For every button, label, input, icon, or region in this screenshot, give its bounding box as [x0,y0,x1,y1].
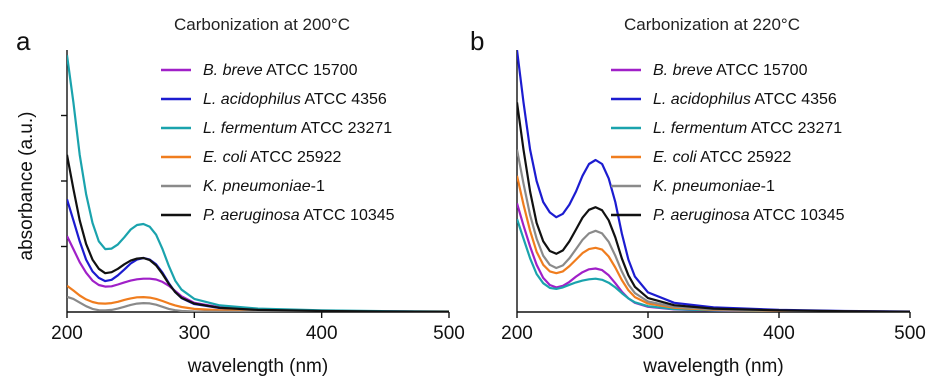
x-tick-label: 400 [763,323,795,344]
legend-entry: P. aeruginosa ATCC 10345 [203,207,395,224]
series-line [67,284,449,312]
x-tick-label: 500 [433,323,465,344]
x-tick-label: 200 [51,323,83,344]
series-group [517,50,911,312]
panel-title: Carbonization at 200°C [174,15,350,34]
x-tick-label: 500 [894,323,926,344]
series-line [67,55,450,312]
x-tick-label: 300 [632,323,664,344]
x-axis-label: wavelength (nm) [187,356,328,377]
series-line [67,295,449,312]
legend-entry: L. acidophilus ATCC 4356 [653,91,837,108]
series-line [517,102,911,312]
panel-title: Carbonization at 220°C [624,15,800,34]
legend-entry: K. pneumoniae-1 [203,178,325,195]
panel-letter: a [16,26,31,56]
series-line [517,149,911,312]
panel-a: Carbonization at 200°C a 200 300 400 500 wavel… [16,15,465,377]
legend-entry: L. acidophilus ATCC 4356 [203,91,387,108]
series-line [517,50,911,312]
x-tick-label: 300 [178,323,210,344]
panel-letter: b [470,26,484,56]
legend-entry: L. fermentum ATCC 23271 [203,120,392,137]
legend-entry: K. pneumoniae-1 [653,178,775,195]
legend-entry: P. aeruginosa ATCC 10345 [653,207,845,224]
x-axis-label: wavelength (nm) [642,356,783,377]
panel-b: Carbonization at 220°C b 200 300 400 500 wavel… [470,15,926,377]
legend-entry: L. fermentum ATCC 23271 [653,120,842,137]
series-line [517,218,911,312]
legend-entry: B. breve ATCC 15700 [653,62,808,79]
series-line [517,175,911,312]
y-axis-label: absorbance (a.u.) [16,112,37,261]
x-tick-label: 200 [501,323,533,344]
legend-entry: E. coli ATCC 25922 [203,149,342,166]
series-group [67,55,450,312]
legend-entry: E. coli ATCC 25922 [653,149,792,166]
x-tick-label: 400 [306,323,338,344]
legend-entry: B. breve ATCC 15700 [203,62,358,79]
series-line [67,154,450,312]
